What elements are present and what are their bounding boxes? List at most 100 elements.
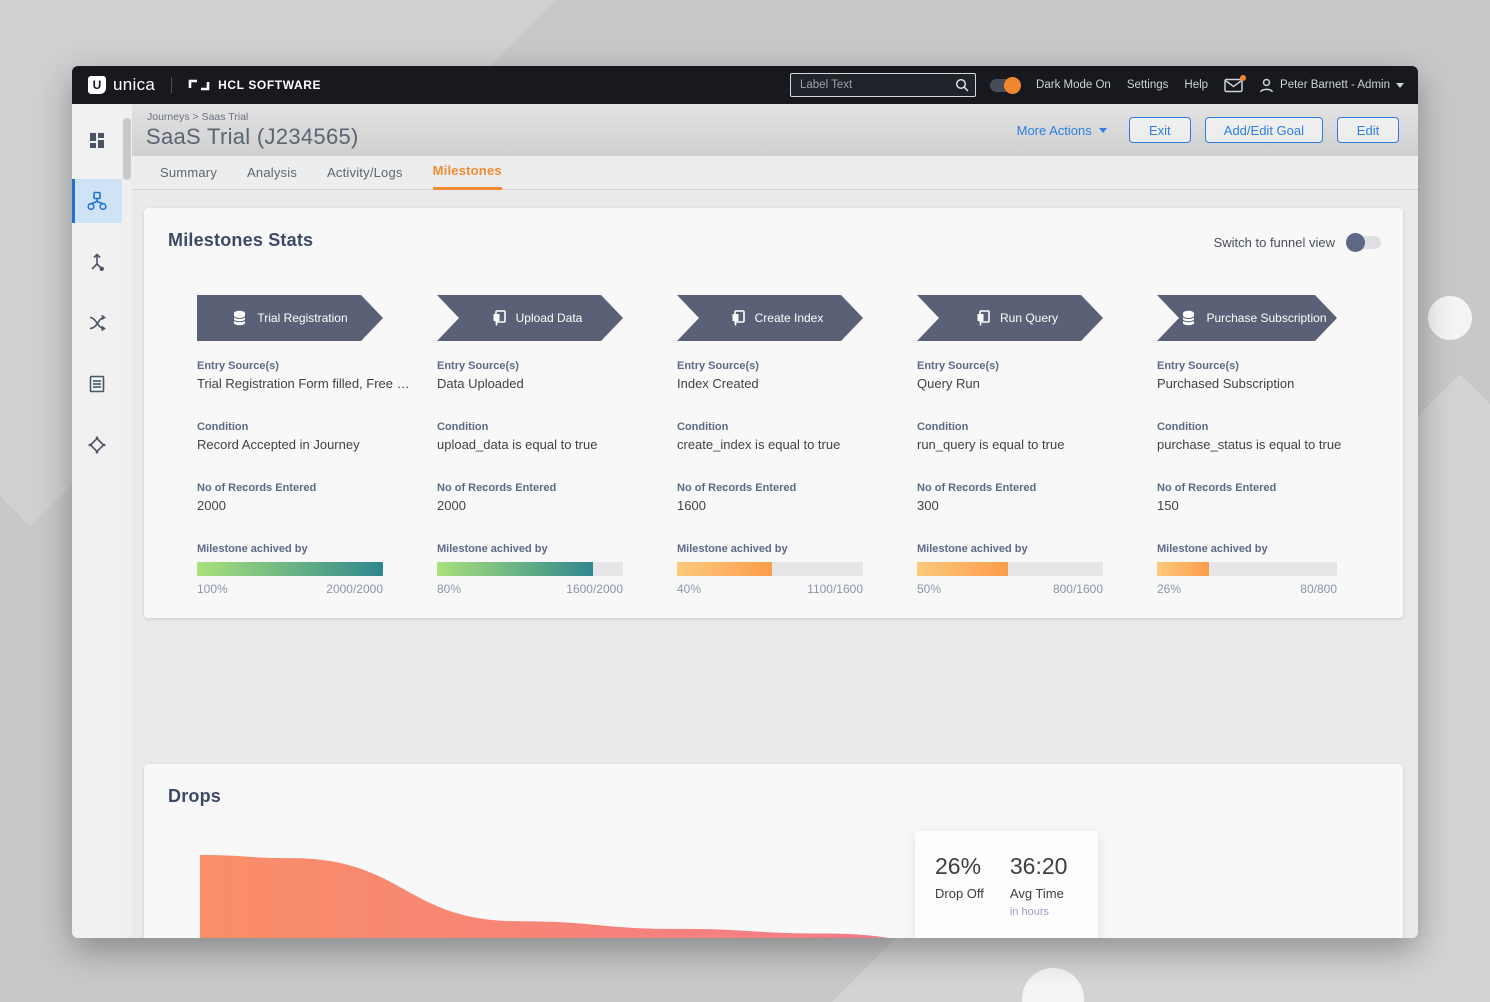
sidebar-item-dashboard[interactable] [72, 118, 122, 162]
tab-activity-logs[interactable]: Activity/Logs [327, 165, 403, 180]
milestone-progress-fill [677, 562, 772, 576]
funnel-switch-label: Switch to funnel view [1213, 235, 1335, 250]
achieved-label: Milestone achived by [917, 543, 1028, 555]
tab-analysis[interactable]: Analysis [247, 165, 298, 180]
milestone-banner[interactable]: Purchase Subscription [1157, 295, 1337, 341]
tab-bar: Summary Analysis Activity/Logs Milestone… [132, 156, 1418, 190]
toggle-knob [1004, 76, 1022, 94]
condition-value: purchase_status is equal to true [1157, 437, 1342, 452]
records-label: No of Records Entered [917, 482, 1037, 494]
user-menu[interactable]: Peter Barnett - Admin [1259, 78, 1404, 93]
tab-milestones[interactable]: Milestones [432, 163, 502, 190]
search-input[interactable] [800, 79, 955, 91]
entry-source-label: Entry Source(s) [437, 360, 519, 372]
milestone-trial-registration: Trial Registration Entry Source(s) Trial… [197, 295, 437, 596]
breadcrumb[interactable]: Journeys > Saas Trial [147, 111, 249, 123]
background-circle [1428, 296, 1472, 340]
notifications-button[interactable] [1224, 74, 1247, 93]
entry-source-label: Entry Source(s) [1157, 360, 1239, 372]
funnel-view-toggle[interactable] [1346, 233, 1381, 252]
more-actions-menu[interactable]: More Actions [1017, 123, 1107, 138]
milestone-progress-track [677, 562, 863, 576]
sidebar-item-connections[interactable] [72, 301, 122, 345]
milestone-banner[interactable]: Trial Registration [197, 295, 383, 341]
milestone-banner-label: Run Query [999, 311, 1059, 325]
progress-percent: 80% [437, 582, 462, 596]
milestone-flag-icon [492, 310, 506, 326]
scrollbar-thumb[interactable] [123, 118, 131, 180]
sidebar-nav [72, 104, 122, 938]
entry-source-value: Index Created [677, 376, 759, 391]
avgtime-value: 36:20 [1009, 853, 1068, 879]
chevron-down-icon [1396, 82, 1404, 88]
milestone-banner[interactable]: Create Index [677, 295, 863, 341]
milestone-flag-icon [976, 310, 990, 326]
condition-value: Record Accepted in Journey [197, 437, 360, 452]
condition-value: run_query is equal to true [917, 437, 1065, 452]
milestone-progress-fill [917, 562, 1009, 576]
achieved-label: Milestone achived by [1157, 543, 1268, 555]
milestone-progress-track [917, 562, 1103, 576]
milestone-run-query: Run Query Entry Source(s) Query Run Cond… [917, 295, 1157, 596]
brand-name: unica [113, 75, 156, 94]
dropoff-value: 26% [935, 853, 982, 879]
user-name: Peter Barnett - Admin [1280, 79, 1390, 91]
help-link[interactable]: Help [1184, 79, 1209, 91]
vertical-scrollbar[interactable] [122, 104, 132, 938]
progress-percent: 100% [197, 582, 228, 596]
tooltip-dropoff: 26% Drop Off [935, 853, 984, 938]
milestone-progress-fill [437, 562, 594, 576]
dropoff-label: Drop Off [935, 886, 984, 901]
exit-button[interactable]: Exit [1128, 117, 1191, 143]
settings-link[interactable]: Settings [1126, 79, 1169, 91]
milestone-progress-track [437, 562, 623, 576]
progress-ratio: 800/1600 [1052, 582, 1103, 596]
chart-tooltip: 26% Drop Off 36:20 Avg Time in hours [915, 831, 1098, 938]
notification-badge [1240, 74, 1247, 81]
records-value: 300 [917, 498, 939, 513]
edit-button[interactable]: Edit [1337, 117, 1399, 143]
milestone-progress-track [1157, 562, 1337, 576]
progress-ratio: 1600/2000 [566, 582, 623, 596]
search-icon[interactable] [955, 78, 969, 92]
global-search[interactable] [790, 73, 976, 97]
milestone-banner[interactable]: Run Query [917, 295, 1103, 341]
topbar-right-cluster: Dark Mode On Settings Help Peter Barnett [990, 66, 1404, 104]
goals-icon [88, 436, 106, 454]
sidebar-item-goals[interactable] [72, 423, 122, 467]
entry-source-value: Trial Registration Form filled, Free tri… [197, 376, 411, 391]
tab-summary[interactable]: Summary [160, 165, 218, 180]
funnel-view-switch: Switch to funnel view [1213, 233, 1381, 252]
area-series [200, 855, 889, 938]
milestone-progress-meta: 26% 80/800 [1157, 582, 1337, 596]
condition-label: Condition [677, 421, 729, 433]
entry-source-label: Entry Source(s) [917, 360, 999, 372]
condition-value: upload_data is equal to true [437, 437, 598, 452]
milestone-banner[interactable]: Upload Data [437, 295, 623, 341]
hcl-label: HCL SOFTWARE [218, 78, 322, 92]
milestone-banner-label: Upload Data [515, 311, 583, 325]
more-actions-label: More Actions [1016, 122, 1092, 138]
achieved-label: Milestone achived by [197, 543, 308, 555]
progress-ratio: 1100/1600 [807, 582, 863, 596]
sidebar-item-journeys[interactable] [72, 179, 122, 223]
drops-area-chart[interactable] [200, 849, 1337, 938]
sidebar-item-templates[interactable] [72, 362, 122, 406]
mail-icon [1224, 78, 1243, 92]
milestone-progress-meta: 50% 800/1600 [917, 582, 1103, 596]
hcl-logo: HCL SOFTWARE [188, 78, 321, 92]
entry-source-value: Purchased Subscription [1157, 376, 1295, 391]
condition-label: Condition [437, 421, 489, 433]
dark-mode-toggle[interactable] [990, 76, 1022, 94]
add-edit-goal-button[interactable]: Add/Edit Goal [1204, 117, 1323, 143]
milestone-flag-icon [731, 310, 745, 326]
progress-percent: 26% [1157, 582, 1182, 596]
sidebar-item-entry-sources[interactable] [72, 240, 122, 284]
records-label: No of Records Entered [677, 482, 797, 494]
avgtime-unit: in hours [1009, 906, 1050, 918]
records-value: 1600 [677, 498, 706, 513]
database-icon [232, 310, 247, 326]
page-header: Journeys > Saas Trial SaaS Trial (J23456… [132, 104, 1418, 156]
unica-logo[interactable]: U unica [88, 75, 155, 95]
